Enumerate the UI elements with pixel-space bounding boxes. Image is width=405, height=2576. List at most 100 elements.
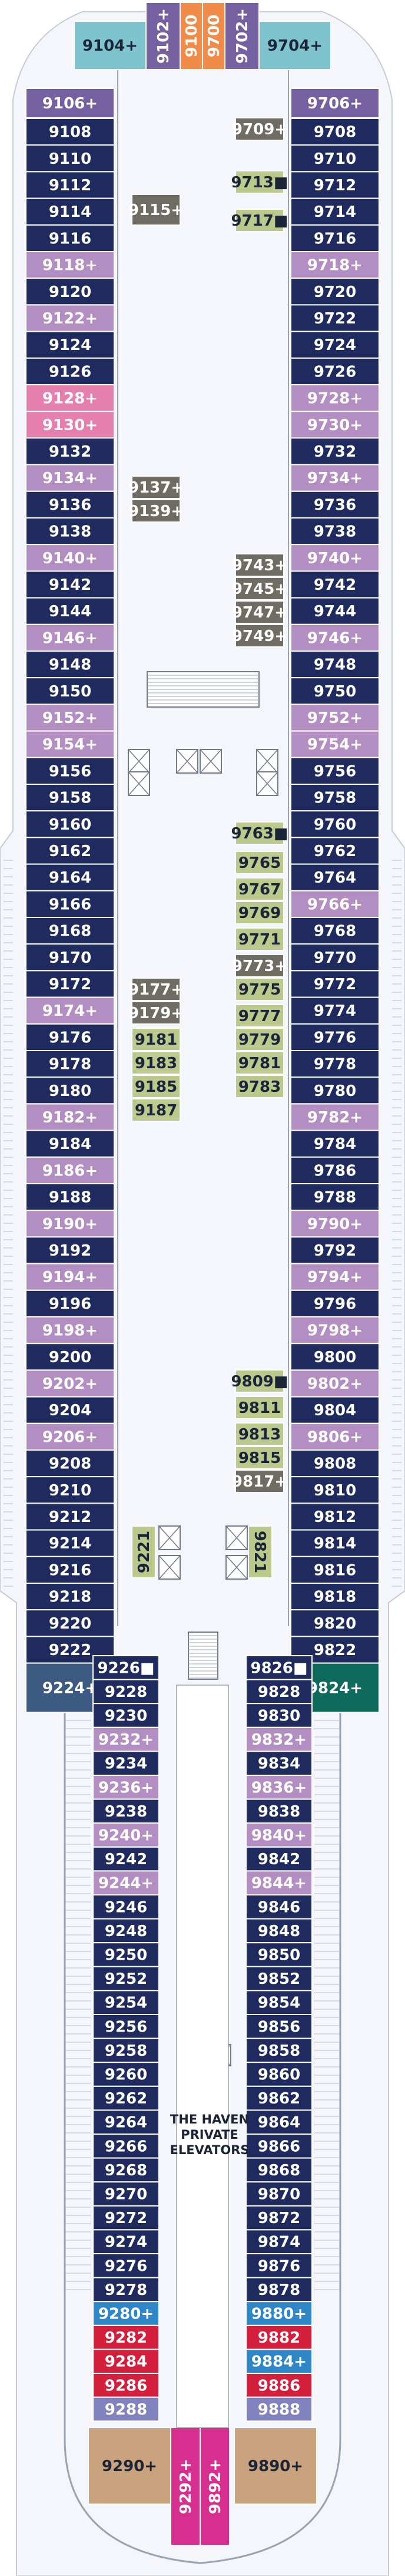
cabin-9840-plus[interactable]: 9840+	[245, 1822, 313, 1848]
cabin-9744[interactable]: 9744	[290, 597, 380, 625]
cabin-9758[interactable]: 9758	[290, 784, 380, 812]
cabin-9770[interactable]: 9770	[290, 943, 380, 972]
cabin-9769[interactable]: 9769	[235, 901, 284, 924]
cabin-9768[interactable]: 9768	[290, 917, 380, 945]
cabin-9738[interactable]: 9738	[290, 517, 380, 546]
cabin-9832-plus[interactable]: 9832+	[245, 1726, 313, 1752]
cabin-9794-plus[interactable]: 9794+	[290, 1263, 380, 1291]
cabin-9776[interactable]: 9776	[290, 1023, 380, 1052]
cabin-9710[interactable]: 9710	[290, 144, 380, 173]
cabin-9790-plus[interactable]: 9790+	[290, 1210, 380, 1238]
cabin-9252[interactable]: 9252	[92, 1966, 160, 1992]
cabin-9110[interactable]: 9110	[25, 144, 115, 173]
cabin-9778[interactable]: 9778	[290, 1050, 380, 1078]
cabin-9713-suite[interactable]: 9713■	[231, 170, 288, 194]
cabin-9886[interactable]: 9886	[245, 2373, 313, 2398]
cabin-9874[interactable]: 9874	[245, 2229, 313, 2254]
cabin-9860[interactable]: 9860	[245, 2062, 313, 2087]
cabin-9763-suite[interactable]: 9763■	[231, 821, 288, 845]
cabin-9166[interactable]: 9166	[25, 890, 115, 919]
cabin-9194-plus[interactable]: 9194+	[25, 1263, 115, 1291]
cabin-9728-plus[interactable]: 9728+	[290, 384, 380, 412]
cabin-9170[interactable]: 9170	[25, 943, 115, 972]
cabin-9714[interactable]: 9714	[290, 197, 380, 226]
cabin-9813[interactable]: 9813	[235, 1422, 284, 1446]
cabin-9158[interactable]: 9158	[25, 784, 115, 812]
cabin-9798-plus[interactable]: 9798+	[290, 1316, 380, 1345]
cabin-9746-plus[interactable]: 9746+	[290, 623, 380, 652]
cabin-9112[interactable]: 9112	[25, 171, 115, 199]
cabin-9734-plus[interactable]: 9734+	[290, 464, 380, 492]
cabin-9184[interactable]: 9184	[25, 1130, 115, 1158]
cabin-9156[interactable]: 9156	[25, 757, 115, 785]
cabin-9811[interactable]: 9811	[235, 1396, 284, 1419]
cabin-9812[interactable]: 9812	[290, 1502, 380, 1531]
cabin-9186-plus[interactable]: 9186+	[25, 1156, 115, 1185]
cabin-9892-plus[interactable]: 9892+	[200, 2427, 230, 2546]
cabin-9854[interactable]: 9854	[245, 1990, 313, 2015]
cabin-9284[interactable]: 9284	[92, 2349, 160, 2374]
cabin-9218[interactable]: 9218	[25, 1583, 115, 1611]
cabin-9762[interactable]: 9762	[290, 837, 380, 865]
cabin-9221[interactable]: 9221	[131, 1525, 156, 1578]
cabin-9740-plus[interactable]: 9740+	[290, 544, 380, 572]
cabin-9124[interactable]: 9124	[25, 331, 115, 359]
cabin-9765[interactable]: 9765	[235, 851, 284, 874]
cabin-9717-suite[interactable]: 9717■	[231, 209, 288, 232]
cabin-9272[interactable]: 9272	[92, 2205, 160, 2231]
cabin-9742[interactable]: 9742	[290, 570, 380, 599]
cabin-9846[interactable]: 9846	[245, 1894, 313, 1920]
cabin-9775[interactable]: 9775	[235, 977, 284, 1001]
cabin-9752-plus[interactable]: 9752+	[290, 704, 380, 732]
cabin-9160[interactable]: 9160	[25, 810, 115, 838]
cabin-9120[interactable]: 9120	[25, 278, 115, 306]
cabin-9114[interactable]: 9114	[25, 197, 115, 226]
cabin-9838[interactable]: 9838	[245, 1798, 313, 1824]
cabin-9220[interactable]: 9220	[25, 1609, 115, 1637]
cabin-9852[interactable]: 9852	[245, 1966, 313, 1992]
cabin-9814[interactable]: 9814	[290, 1529, 380, 1557]
cabin-9706-plus[interactable]: 9706+	[290, 88, 380, 118]
cabin-9258[interactable]: 9258	[92, 2037, 160, 2063]
cabin-9780[interactable]: 9780	[290, 1076, 380, 1105]
cabin-9179-plus[interactable]: 9179+	[128, 1001, 184, 1025]
cabin-9756[interactable]: 9756	[290, 757, 380, 785]
cabin-9150[interactable]: 9150	[25, 677, 115, 705]
cabin-9708[interactable]: 9708	[290, 118, 380, 146]
cabin-9115-plus[interactable]: 9115+	[128, 194, 184, 226]
cabin-9122-plus[interactable]: 9122+	[25, 304, 115, 332]
cabin-9181[interactable]: 9181	[131, 1028, 181, 1051]
cabin-9128-plus[interactable]: 9128+	[25, 384, 115, 412]
cabin-9198-plus[interactable]: 9198+	[25, 1316, 115, 1345]
cabin-9888[interactable]: 9888	[245, 2396, 313, 2422]
cabin-9146-plus[interactable]: 9146+	[25, 623, 115, 652]
cabin-9260[interactable]: 9260	[92, 2062, 160, 2087]
cabin-9183[interactable]: 9183	[131, 1051, 181, 1075]
cabin-9216[interactable]: 9216	[25, 1555, 115, 1584]
cabin-9747-plus[interactable]: 9747+	[232, 600, 287, 624]
cabin-9834[interactable]: 9834	[245, 1751, 313, 1776]
cabin-9848[interactable]: 9848	[245, 1918, 313, 1944]
cabin-9246[interactable]: 9246	[92, 1894, 160, 1920]
cabin-9862[interactable]: 9862	[245, 2085, 313, 2111]
cabin-9724[interactable]: 9724	[290, 331, 380, 359]
cabin-9244-plus[interactable]: 9244+	[92, 1870, 160, 1895]
cabin-9817-plus[interactable]: 9817+	[232, 1469, 287, 1493]
cabin-9177-plus[interactable]: 9177+	[128, 977, 184, 1001]
cabin-9726[interactable]: 9726	[290, 357, 380, 385]
cabin-9876[interactable]: 9876	[245, 2253, 313, 2278]
cabin-9788[interactable]: 9788	[290, 1183, 380, 1211]
cabin-9864[interactable]: 9864	[245, 2109, 313, 2135]
cabin-9828[interactable]: 9828	[245, 1679, 313, 1705]
cabin-9882[interactable]: 9882	[245, 2324, 313, 2350]
cabin-9250[interactable]: 9250	[92, 1942, 160, 1967]
cabin-9134-plus[interactable]: 9134+	[25, 464, 115, 492]
cabin-9210[interactable]: 9210	[25, 1476, 115, 1504]
cabin-9836-plus[interactable]: 9836+	[245, 1775, 313, 1800]
cabin-9182-plus[interactable]: 9182+	[25, 1103, 115, 1131]
cabin-9290-plus[interactable]: 9290+	[88, 2427, 171, 2505]
cabin-9702-plus[interactable]: 9702+	[224, 2, 260, 70]
cabin-9236-plus[interactable]: 9236+	[92, 1775, 160, 1800]
cabin-9720[interactable]: 9720	[290, 278, 380, 306]
cabin-9818[interactable]: 9818	[290, 1583, 380, 1611]
